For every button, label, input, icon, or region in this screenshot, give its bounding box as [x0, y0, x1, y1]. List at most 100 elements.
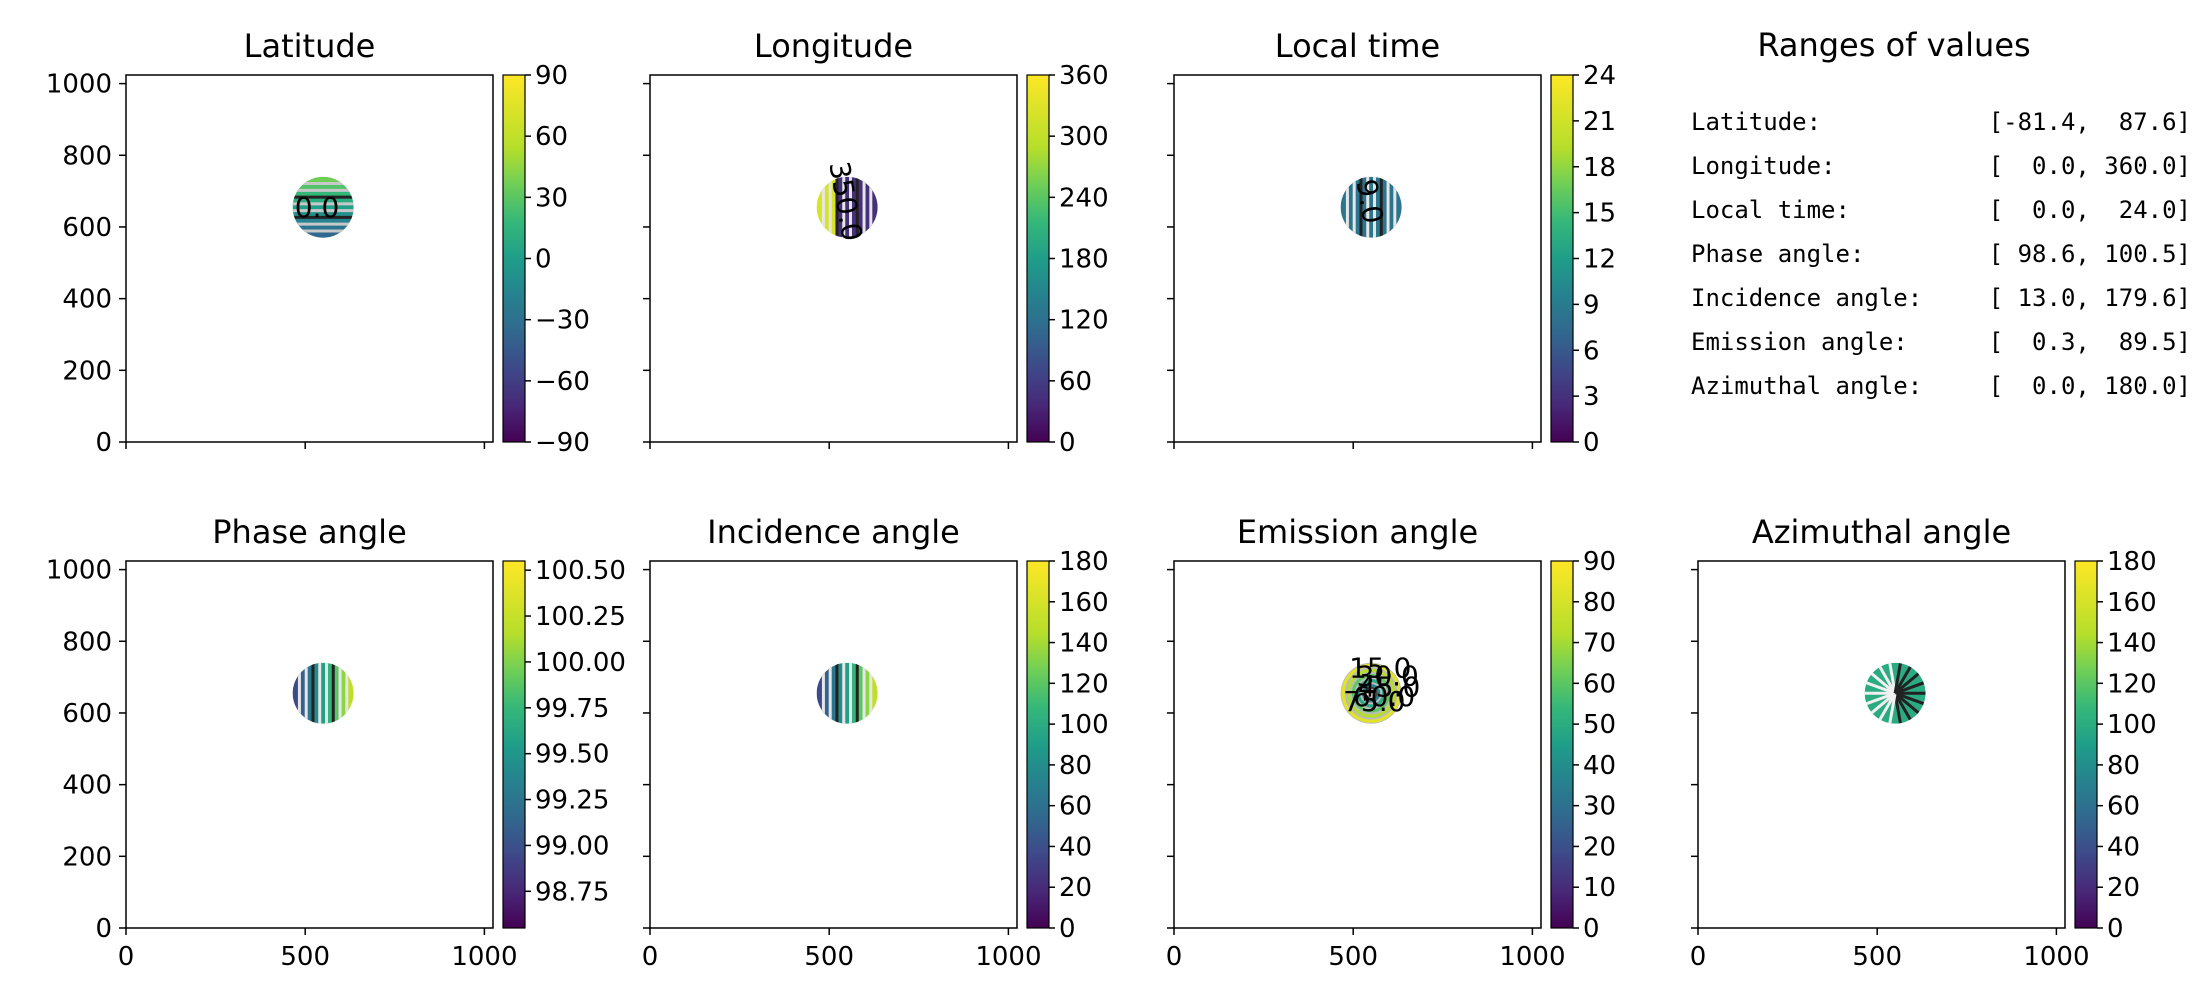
colorbar-tick-label: 240	[1059, 183, 1109, 213]
range-row-emission-angle: Emission angle: [ 0.3, 89.5]	[1691, 320, 2191, 364]
contour-line	[1865, 681, 1896, 695]
range-row-incidence-angle: Incidence angle: [ 13.0, 179.6]	[1691, 276, 2191, 320]
contour-line	[1888, 662, 1897, 694]
chart-panel: Azimuthal angle 0 500 1000 180 160 140 120 100 80…	[1690, 513, 2157, 972]
disc-band	[340, 662, 348, 724]
x-tick-label: 0	[118, 942, 135, 972]
x-tick-label: 500	[804, 942, 854, 972]
colorbar-tick-label: 60	[2107, 792, 2140, 822]
colorbar-tick-label: 180	[2107, 547, 2157, 577]
colorbar-tick-label: 40	[2107, 832, 2140, 862]
range-value: [ 0.0, 360.0]	[1988, 152, 2191, 180]
y-tick-label: 200	[62, 842, 112, 872]
colorbar-tick-label: 3	[1583, 382, 1600, 412]
disc-band	[1347, 176, 1356, 238]
chart-panel: Phase angle 0 500 1000 0 200 400 600 800 1000 100.…	[46, 513, 626, 972]
colorbar-tick-label: 0	[1583, 428, 1600, 458]
colorbar-tick-label: 21	[1583, 107, 1616, 137]
disc-band	[319, 662, 328, 724]
contour-line	[1878, 692, 1897, 721]
colorbar-tick-label: 120	[2107, 669, 2157, 699]
contour-line	[1894, 691, 1925, 706]
chart-title: Phase angle	[212, 513, 407, 551]
colorbar-tick-label: 60	[1059, 792, 1092, 822]
y-tick-label: 200	[62, 356, 112, 386]
y-tick-label: 600	[62, 699, 112, 729]
x-tick-label: 500	[1852, 942, 1902, 972]
disc-band	[333, 662, 342, 724]
range-row-local-time: Local time: [ 0.0, 24.0]	[1691, 188, 2191, 232]
colorbar-tick-label: 98.75	[535, 877, 609, 907]
colorbar	[502, 74, 526, 443]
colorbar-tick-label: 160	[2107, 588, 2157, 618]
contour-ring	[1364, 686, 1378, 700]
disc-image	[292, 662, 354, 724]
colorbar-tick-label: 20	[2107, 873, 2140, 903]
chart-title: Local time	[1275, 27, 1440, 65]
y-tick-label: 0	[95, 428, 112, 458]
disc-band	[843, 176, 852, 238]
colorbar-tick-label: 30	[1583, 792, 1616, 822]
colorbar-tick-label: 15	[1583, 199, 1616, 229]
colorbar-tick-label: 18	[1583, 153, 1616, 183]
colorbar-tick-label: 90	[1583, 547, 1616, 577]
contour-label: 0.0	[295, 191, 340, 224]
contour-line	[1894, 681, 1925, 695]
colorbar-tick-label: 99.00	[535, 831, 609, 861]
y-tick-label: 600	[62, 213, 112, 243]
disc-band	[1381, 176, 1390, 238]
contour-label: 9.0	[1349, 177, 1389, 227]
range-label: Latitude:	[1691, 108, 1822, 136]
range-value: [-81.4, 87.6]	[1988, 108, 2191, 136]
disc-band	[1388, 176, 1396, 238]
disc-band	[1374, 176, 1383, 238]
y-tick-label: 0	[95, 914, 112, 944]
colorbar-tick-label: 20	[1059, 873, 1092, 903]
x-tick-label: 1000	[1499, 942, 1565, 972]
disc-band	[830, 176, 838, 238]
x-tick-label: 1000	[451, 942, 517, 972]
disc-band	[292, 217, 354, 226]
colorbar-tick-label: 40	[1583, 751, 1616, 781]
chart-title: Azimuthal angle	[1752, 513, 2011, 551]
range-row-azimuthal-angle: Azimuthal angle: [ 0.0, 180.0]	[1691, 364, 2191, 408]
colorbar-tick-label: 50	[1583, 710, 1616, 740]
ranges-panel: Latitude: [-81.4, 87.6] Longitude: [ 0.0…	[1691, 100, 2191, 408]
contour-line	[1878, 666, 1897, 694]
colorbar-tick-label: 60	[1583, 669, 1616, 699]
chart-title: Longitude	[754, 27, 913, 65]
disc-band	[857, 176, 866, 238]
y-tick-label: 1000	[46, 70, 112, 100]
colorbar-tick-label: 100.25	[535, 602, 626, 632]
x-tick-label: 500	[1328, 942, 1378, 972]
chart-title: Incidence angle	[707, 513, 960, 551]
chart-panel: Local time 9.0 24 21 18 15 12 9 6 3 0	[1167, 27, 1616, 458]
disc-band	[326, 662, 335, 724]
range-label: Azimuthal angle:	[1691, 372, 1923, 400]
disc-image	[816, 662, 878, 724]
disc-band	[850, 662, 859, 724]
colorbar-tick-label: 9	[1583, 290, 1600, 320]
colorbar-tick-label: 99.75	[535, 694, 609, 724]
disc-band	[836, 176, 845, 238]
disc-band	[292, 176, 354, 185]
colorbar-tick-label: 70	[1583, 629, 1616, 659]
colorbar-tick-label: 120	[1059, 306, 1109, 336]
y-tick-label: 400	[62, 771, 112, 801]
colorbar-tick-label: 360	[1059, 61, 1109, 91]
disc-band	[292, 203, 354, 212]
contour-line	[1893, 692, 1912, 721]
range-value: [ 98.6, 100.5]	[1988, 240, 2191, 268]
contour-line	[1894, 692, 1920, 714]
colorbar-tick-label: 20	[1583, 832, 1616, 862]
disc-band	[292, 197, 354, 205]
disc-image	[1340, 176, 1402, 238]
colorbar-tick-label: 80	[2107, 751, 2140, 781]
range-value: [ 0.0, 180.0]	[1988, 372, 2191, 400]
disc-band	[816, 662, 825, 724]
range-label: Phase angle:	[1691, 240, 1865, 268]
disc-band	[292, 662, 301, 724]
colorbar-tick-label: 100	[2107, 710, 2157, 740]
